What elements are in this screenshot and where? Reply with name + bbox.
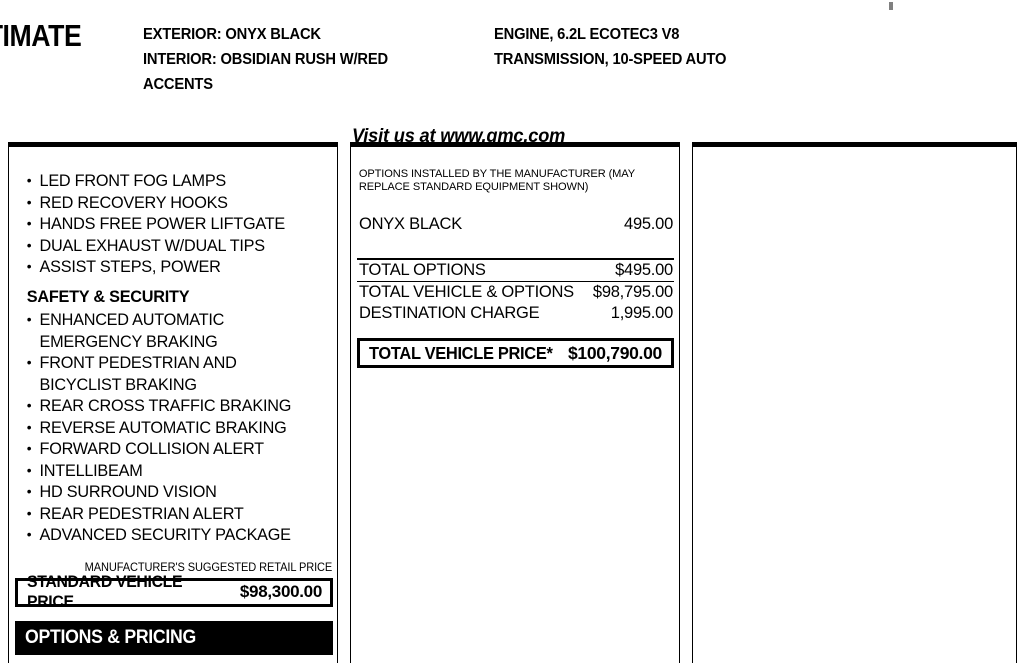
destination-charge-row: DESTINATION CHARGE 1,995.00 <box>351 303 679 324</box>
safety-item: REAR CROSS TRAFFIC BRAKING <box>9 395 332 418</box>
option-price: 495.00 <box>624 215 673 233</box>
equipment-item: RED RECOVERY HOOKS <box>9 192 332 215</box>
totals-top-rule <box>357 258 674 260</box>
totals-block: TOTAL OPTIONS $495.00 TOTAL VEHICLE & OP… <box>351 258 679 324</box>
standard-vehicle-price-box: STANDARD VEHICLE PRICE $98,300.00 <box>15 572 333 611</box>
option-row: ONYX BLACK 495.00 <box>351 213 679 235</box>
options-pricing-column: OPTIONS INSTALLED BY THE MANUFACTURER (M… <box>350 142 680 663</box>
total-options-value: $495.00 <box>615 261 673 279</box>
cropped-corner-mark <box>889 2 893 10</box>
total-vehicle-options-row: TOTAL VEHICLE & OPTIONS $98,795.00 <box>351 282 679 303</box>
right-blank-column <box>692 142 1017 663</box>
standard-vehicle-price-value: $98,300.00 <box>239 582 322 601</box>
standard-equipment-column: LED FRONT FOG LAMPSRED RECOVERY HOOKSHAN… <box>8 142 338 663</box>
option-label: ONYX BLACK <box>359 215 462 233</box>
option-line-items: ONYX BLACK 495.00 <box>351 194 679 235</box>
options-pricing-section-label: OPTIONS & PRICING <box>25 626 197 648</box>
total-vehicle-price-box: TOTAL VEHICLE PRICE* $100,790.00 <box>357 338 674 368</box>
safety-item: REAR PEDESTRIAN ALERT <box>9 503 332 526</box>
standard-vehicle-price-label: STANDARD VEHICLE PRICE <box>27 572 183 611</box>
totals-mid-rule <box>357 281 674 282</box>
equipment-item: ASSIST STEPS, POWER <box>9 256 332 279</box>
safety-item: ADVANCED SECURITY PACKAGE <box>9 524 332 547</box>
spec-engine: ENGINE, 6.2L ECOTEC3 V8 <box>494 26 680 43</box>
total-options-row: TOTAL OPTIONS $495.00 <box>351 260 679 281</box>
destination-charge-label: DESTINATION CHARGE <box>359 304 540 322</box>
safety-item: HD SURROUND VISION <box>9 481 332 504</box>
sticker-header: ULTIMATE EXTERIOR: ONYX BLACK INTERIOR: … <box>0 0 1024 147</box>
total-vehicle-options-value: $98,795.00 <box>592 283 673 301</box>
destination-charge-value: 1,995.00 <box>610 304 673 322</box>
equipment-item: HANDS FREE POWER LIFTGATE <box>9 213 332 236</box>
msrp-label: MANUFACTURER'S SUGGESTED RETAIL PRICE <box>84 561 333 574</box>
safety-item: REVERSE AUTOMATIC BRAKING <box>9 417 332 440</box>
trim-name: ULTIMATE <box>0 18 82 53</box>
spec-exterior: EXTERIOR: ONYX BLACK <box>143 26 321 43</box>
safety-item: FRONT PEDESTRIAN AND <box>9 352 332 375</box>
equipment-list: LED FRONT FOG LAMPSRED RECOVERY HOOKSHAN… <box>9 147 337 547</box>
spec-column-right: ENGINE, 6.2L ECOTEC3 V8 TRANSMISSION, 10… <box>494 22 880 72</box>
safety-item: FORWARD COLLISION ALERT <box>9 438 332 461</box>
safety-item: ENHANCED AUTOMATIC <box>9 309 332 332</box>
safety-item: INTELLIBEAM <box>9 460 332 483</box>
spec-transmission: TRANSMISSION, 10-SPEED AUTO <box>494 51 727 68</box>
spec-column-left: EXTERIOR: ONYX BLACK INTERIOR: OBSIDIAN … <box>143 22 447 97</box>
total-vehicle-price-label: TOTAL VEHICLE PRICE* <box>369 342 553 363</box>
safety-item: EMERGENCY BRAKING <box>39 332 218 351</box>
spec-interior: INTERIOR: OBSIDIAN RUSH W/RED ACCENTS <box>143 51 388 93</box>
safety-item: BICYCLIST BRAKING <box>39 375 197 394</box>
options-installed-note: OPTIONS INSTALLED BY THE MANUFACTURER (M… <box>358 168 635 193</box>
safety-security-heading: SAFETY & SECURITY <box>26 287 190 306</box>
equipment-item: DUAL EXHAUST W/DUAL TIPS <box>9 235 332 258</box>
total-vehicle-options-label: TOTAL VEHICLE & OPTIONS <box>359 283 574 301</box>
equipment-item: LED FRONT FOG LAMPS <box>9 170 332 193</box>
total-options-label: TOTAL OPTIONS <box>359 261 486 279</box>
options-pricing-section-bar: OPTIONS & PRICING <box>15 620 333 655</box>
total-vehicle-price-value: $100,790.00 <box>567 342 662 363</box>
visit-website-line: Visit us at www.gmc.com <box>352 126 566 147</box>
